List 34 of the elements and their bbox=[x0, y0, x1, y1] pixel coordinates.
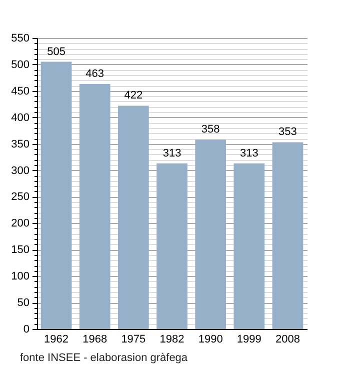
data-label: 422 bbox=[124, 90, 143, 102]
x-tick-label: 1975 bbox=[121, 334, 146, 346]
bar bbox=[272, 142, 304, 329]
x-tick-label: 1999 bbox=[236, 334, 262, 346]
bar bbox=[156, 163, 188, 329]
y-tick-label: 350 bbox=[11, 138, 30, 150]
bar bbox=[79, 84, 110, 329]
y-tick-label: 250 bbox=[11, 191, 30, 204]
data-label: 463 bbox=[86, 68, 104, 80]
x-tick-label: 1962 bbox=[44, 334, 69, 346]
y-tick-label: 450 bbox=[11, 85, 30, 98]
y-tick-label: 500 bbox=[11, 58, 30, 71]
y-tick-label: 0 bbox=[23, 324, 30, 336]
data-label: 353 bbox=[278, 126, 297, 138]
bar bbox=[40, 62, 72, 329]
y-tick-label: 100 bbox=[11, 270, 30, 283]
data-label: 505 bbox=[47, 46, 66, 58]
data-label: 313 bbox=[162, 147, 182, 160]
y-tick-label: 300 bbox=[11, 164, 30, 177]
bar bbox=[234, 163, 265, 329]
y-tick-label: 150 bbox=[11, 244, 30, 256]
data-label: 313 bbox=[240, 147, 258, 160]
y-tick-label: 200 bbox=[11, 218, 30, 230]
x-tick-label: 2008 bbox=[275, 334, 300, 346]
x-tick-label: 1982 bbox=[160, 334, 184, 346]
y-tick-label: 50 bbox=[17, 297, 30, 310]
y-tick-label: 400 bbox=[11, 112, 30, 124]
x-tick-label: 1968 bbox=[82, 334, 108, 346]
data-label: 358 bbox=[201, 124, 220, 136]
bar bbox=[195, 140, 226, 329]
source-note: fonte INSEE - elaborasion gràfega bbox=[20, 352, 188, 364]
x-tick-label: 1990 bbox=[198, 334, 223, 346]
bar bbox=[118, 106, 149, 329]
y-tick-label: 550 bbox=[11, 32, 30, 44]
